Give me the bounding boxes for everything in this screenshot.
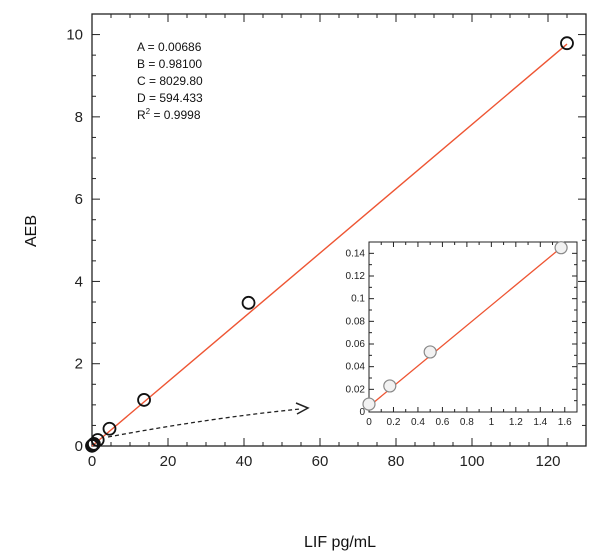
inset-x-tick-labels: 0 0.2 0.4 0.6 0.8 1 1.2 1.4 1.6 [366, 417, 572, 428]
param-a: A = 0.00686 [137, 40, 202, 54]
main-data-point [137, 393, 151, 407]
main-fit-line-segment [91, 43, 568, 447]
inset-x-tick-label: 0.8 [460, 417, 474, 428]
inset-frame [368, 241, 578, 413]
inset-x-tick-label: 1 [489, 417, 495, 428]
param-r2-prefix: R [137, 108, 146, 122]
main-data-point [90, 433, 105, 447]
inset-y-tick-label: 0.02 [346, 384, 366, 395]
main-x-tick-label: 80 [388, 453, 405, 470]
inset-fit-line-segment [368, 247, 562, 407]
main-x-tick-labels: 0 20 40 60 80 100 120 [88, 453, 561, 470]
y-axis-title: AEB [23, 215, 40, 247]
param-d: D = 594.433 [137, 91, 203, 105]
inset-y-tick-label: 0.08 [346, 316, 366, 327]
inset-data-point [383, 379, 397, 393]
inset-y-tick-labels: 0 0.02 0.04 0.06 0.08 0.1 0.12 0.14 [346, 248, 366, 418]
inset-x-tick-label: 1.2 [509, 417, 523, 428]
inset-plot-area [368, 241, 578, 413]
main-y-tick-label: 8 [75, 109, 83, 126]
main-y-tick-label: 2 [75, 356, 83, 373]
inset-x-tick-label: 1.6 [558, 417, 572, 428]
main-y-tick-label: 0 [75, 438, 83, 455]
inset-y-tick-label: 0 [359, 407, 365, 418]
inset-data-point [423, 345, 437, 359]
main-x-tick-label: 0 [88, 453, 96, 470]
inset-data-points [362, 241, 568, 411]
inset-x-tick-label: 0.6 [435, 417, 449, 428]
main-x-tick-label: 20 [160, 453, 177, 470]
param-b: B = 0.98100 [137, 57, 202, 71]
inset-data-point [554, 241, 568, 255]
inset-y-tick-label: 0.04 [346, 362, 366, 373]
zoom-arrow-line [107, 408, 301, 438]
inset-x-tick-label: 0.2 [387, 417, 401, 428]
main-data-points [85, 36, 574, 453]
main-y-tick-labels: 0 2 4 6 8 10 [66, 27, 83, 455]
main-y-tick-label: 6 [75, 191, 83, 208]
main-x-tick-label: 60 [312, 453, 329, 470]
inset-y-tick-label: 0.12 [346, 271, 366, 282]
main-fit-line [91, 43, 568, 447]
main-y-tick-label: 10 [66, 27, 83, 44]
zoom-arrow-head [295, 402, 310, 415]
x-axis-title: LIF pg/mL [304, 534, 376, 551]
param-r2-suffix: = 0.9998 [150, 108, 201, 122]
inset-y-tick-label: 0.06 [346, 339, 366, 350]
param-r2: R2 = 0.9998 [137, 107, 201, 122]
inset-y-tick-label: 0.14 [346, 248, 366, 259]
main-data-point [241, 295, 256, 310]
main-data-point [560, 36, 574, 51]
inset-fit-line [368, 247, 562, 407]
inset-axis-ticks [368, 242, 577, 413]
inset-data-point [362, 397, 376, 411]
inset-x-tick-label: 0.4 [411, 417, 425, 428]
main-x-tick-label: 100 [459, 453, 484, 470]
main-x-tick-label: 40 [236, 453, 253, 470]
param-c: C = 8029.80 [137, 74, 203, 88]
inset-x-tick-label: 0 [366, 417, 372, 428]
fit-parameters: A = 0.00686 B = 0.98100 C = 8029.80 D = … [137, 40, 203, 122]
inset-y-tick-label: 0.1 [351, 294, 365, 305]
main-data-point [102, 421, 117, 436]
inset-x-tick-label: 1.4 [533, 417, 547, 428]
main-y-tick-label: 4 [75, 273, 83, 290]
zoom-arrow [107, 402, 310, 438]
param-r2-sup: 2 [146, 107, 151, 116]
main-x-tick-label: 120 [535, 453, 560, 470]
main-data-point [87, 437, 101, 451]
